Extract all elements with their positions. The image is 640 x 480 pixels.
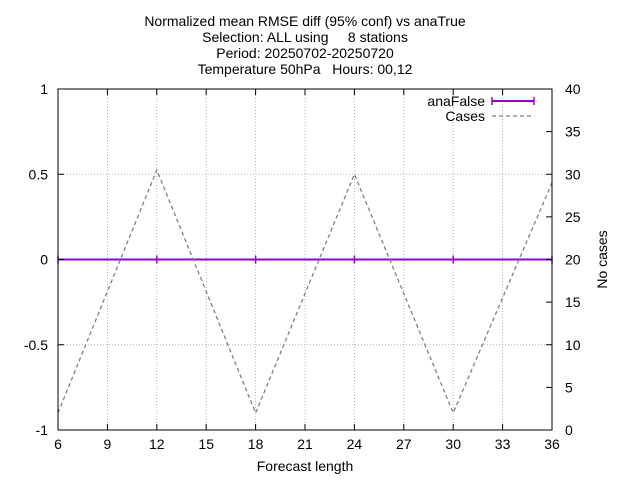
x-tick-label: 30 — [445, 436, 461, 452]
y2-tick-label: 20 — [565, 252, 581, 268]
y2-tick-label: 30 — [565, 166, 581, 182]
legend-label: anaFalse — [427, 93, 485, 109]
x-tick-label: 36 — [544, 436, 560, 452]
y2-tick-label: 10 — [565, 337, 581, 353]
x-tick-label: 33 — [495, 436, 511, 452]
y2-tick-label: 25 — [565, 209, 581, 225]
series-line-cases — [57, 168, 553, 415]
y2-tick-label: 35 — [565, 124, 581, 140]
x-tick-label: 6 — [54, 436, 62, 452]
y2-tick-label: 15 — [565, 294, 581, 310]
y-tick-label: 0 — [40, 252, 48, 268]
x-tick-label: 21 — [297, 436, 313, 452]
y2-tick-label: 5 — [565, 379, 573, 395]
x-tick-label: 24 — [347, 436, 363, 452]
title-line: Normalized mean RMSE diff (95% conf) vs … — [144, 13, 466, 29]
y2-tick-label: 0 — [565, 422, 573, 438]
title-line: Period: 20250702-20250720 — [216, 45, 394, 61]
x-axis: 6 9 12 15 18 21 24 27 30 33 36 — [54, 89, 560, 452]
y-tick-label: 0.5 — [29, 166, 49, 182]
x-tick-label: 18 — [248, 436, 264, 452]
x-tick-label: 12 — [149, 436, 165, 452]
title-line: Temperature 50hPa Hours: 00,12 — [198, 61, 413, 77]
x-tick-label: 27 — [396, 436, 412, 452]
y2-tick-label: 40 — [565, 81, 581, 97]
y2-axis: 0 5 10 15 20 25 30 35 40 — [546, 81, 581, 438]
x-tick-label: 15 — [198, 436, 214, 452]
y-tick-label: -1 — [36, 422, 49, 438]
y-tick-label: 1 — [40, 81, 48, 97]
y-tick-label: -0.5 — [24, 337, 48, 353]
legend-label: Cases — [445, 108, 485, 124]
y-axis: -1 -0.5 0 0.5 1 — [24, 81, 64, 438]
x-axis-label: Forecast length — [257, 458, 354, 474]
x-tick-label: 9 — [104, 436, 112, 452]
y2-axis-label: No cases — [594, 230, 610, 288]
title-line: Selection: ALL using 8 stations — [202, 29, 408, 45]
chart-title: Normalized mean RMSE diff (95% conf) vs … — [144, 13, 466, 77]
